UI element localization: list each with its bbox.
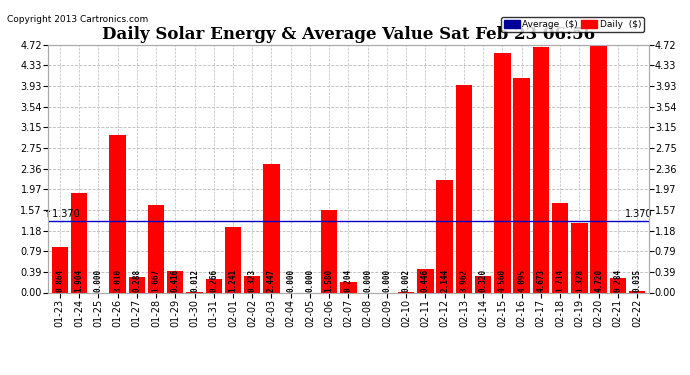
Text: 0.000: 0.000 bbox=[382, 269, 391, 292]
Bar bbox=[321, 210, 337, 292]
Text: ↑1.370: ↑1.370 bbox=[44, 209, 80, 219]
Text: 4.720: 4.720 bbox=[594, 269, 603, 292]
Text: 0.000: 0.000 bbox=[363, 269, 372, 292]
Text: 0.000: 0.000 bbox=[306, 269, 315, 292]
Bar bbox=[629, 291, 645, 292]
Bar bbox=[513, 78, 530, 292]
Text: 1.714: 1.714 bbox=[555, 269, 564, 292]
Title: Daily Solar Energy & Average Value Sat Feb 23 06:56: Daily Solar Energy & Average Value Sat F… bbox=[102, 27, 595, 44]
Text: 1.667: 1.667 bbox=[152, 269, 161, 292]
Text: 1.904: 1.904 bbox=[75, 269, 83, 292]
Text: 0.002: 0.002 bbox=[402, 269, 411, 292]
Text: 0.864: 0.864 bbox=[55, 269, 64, 292]
Bar bbox=[455, 85, 472, 292]
Text: 0.416: 0.416 bbox=[171, 269, 180, 292]
Bar bbox=[437, 180, 453, 292]
Bar bbox=[417, 269, 433, 292]
Text: 4.673: 4.673 bbox=[536, 269, 545, 292]
Text: 0.012: 0.012 bbox=[190, 269, 199, 292]
Text: 4.560: 4.560 bbox=[498, 269, 507, 292]
Bar bbox=[264, 164, 279, 292]
Bar bbox=[552, 202, 569, 292]
Text: Copyright 2013 Cartronics.com: Copyright 2013 Cartronics.com bbox=[7, 15, 148, 24]
Bar bbox=[340, 282, 357, 292]
Text: 1.241: 1.241 bbox=[228, 269, 237, 292]
Text: 0.000: 0.000 bbox=[94, 269, 103, 292]
Text: 0.035: 0.035 bbox=[633, 269, 642, 292]
Text: 1.580: 1.580 bbox=[325, 269, 334, 292]
Text: 1.328: 1.328 bbox=[575, 269, 584, 292]
Bar bbox=[494, 53, 511, 292]
Bar bbox=[52, 247, 68, 292]
Text: 0.000: 0.000 bbox=[286, 269, 295, 292]
Bar bbox=[244, 276, 260, 292]
Text: 2.144: 2.144 bbox=[440, 269, 449, 292]
Bar bbox=[225, 227, 241, 292]
Text: 0.323: 0.323 bbox=[248, 269, 257, 292]
Text: 2.447: 2.447 bbox=[267, 269, 276, 292]
Text: 4.095: 4.095 bbox=[517, 269, 526, 292]
Text: 0.288: 0.288 bbox=[132, 269, 141, 292]
Text: 0.320: 0.320 bbox=[479, 269, 488, 292]
Text: 0.446: 0.446 bbox=[421, 269, 430, 292]
Text: 3.962: 3.962 bbox=[460, 269, 469, 292]
Bar bbox=[591, 45, 607, 292]
Bar bbox=[110, 135, 126, 292]
Bar bbox=[148, 205, 164, 292]
Text: 0.284: 0.284 bbox=[613, 269, 622, 292]
Bar bbox=[475, 276, 491, 292]
Bar bbox=[610, 278, 626, 292]
Text: 3.010: 3.010 bbox=[113, 269, 122, 292]
Bar bbox=[71, 193, 87, 292]
Bar bbox=[206, 279, 222, 292]
Bar bbox=[128, 278, 145, 292]
Legend: Average  ($), Daily  ($): Average ($), Daily ($) bbox=[501, 17, 644, 32]
Text: 1.370: 1.370 bbox=[625, 209, 653, 219]
Bar bbox=[533, 48, 549, 292]
Text: 0.204: 0.204 bbox=[344, 269, 353, 292]
Bar bbox=[167, 271, 184, 292]
Text: 0.266: 0.266 bbox=[209, 269, 218, 292]
Bar bbox=[571, 223, 587, 292]
